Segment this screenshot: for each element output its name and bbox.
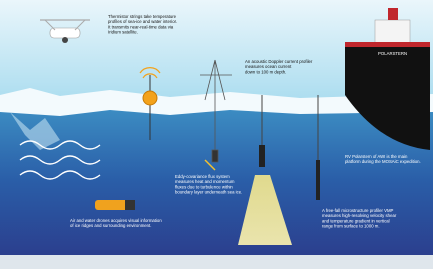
footer-strip bbox=[0, 255, 433, 269]
infographic: POLARSTERN Thermistor strings take tempe… bbox=[0, 0, 433, 269]
annotation-line: range from surface to 1000 m. bbox=[322, 224, 380, 229]
annotation-line: Iridium satellite. bbox=[108, 30, 138, 35]
annotation-line: down to 100 m depth. bbox=[245, 69, 286, 74]
annotation-line: platform during the MOSAiC expedition. bbox=[345, 159, 421, 164]
annotation-line: of ice ridges and surrounding environmen… bbox=[70, 223, 151, 228]
annotation-line: boundary layer underneath sea ice. bbox=[175, 190, 242, 195]
water-drone bbox=[95, 200, 135, 210]
ship-name: POLARSTERN bbox=[378, 51, 407, 56]
